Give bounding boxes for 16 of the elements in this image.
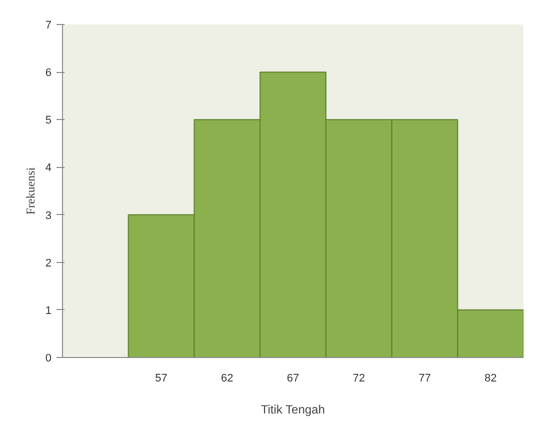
y-tick-label: 2	[45, 257, 52, 270]
x-tick-label: 67	[286, 372, 300, 384]
y-tick-label: 1	[45, 304, 52, 317]
x-tick-label: 82	[484, 372, 497, 384]
x-axis-title: Titik Tengah	[260, 402, 325, 416]
y-tick-label: 5	[45, 114, 52, 127]
x-tick-label: 72	[352, 372, 365, 384]
y-tick-label: 6	[45, 67, 52, 80]
y-tick-label: 0	[45, 352, 52, 364]
y-tick-label: 4	[45, 162, 52, 174]
x-tick-label: 77	[418, 372, 431, 384]
y-axis-title: Frekuensi	[23, 166, 38, 215]
x-tick-label: 57	[155, 372, 168, 384]
y-tick-label: 7	[45, 20, 52, 32]
y-tick-label: 3	[45, 210, 52, 222]
x-tick-label: 62	[221, 372, 234, 384]
